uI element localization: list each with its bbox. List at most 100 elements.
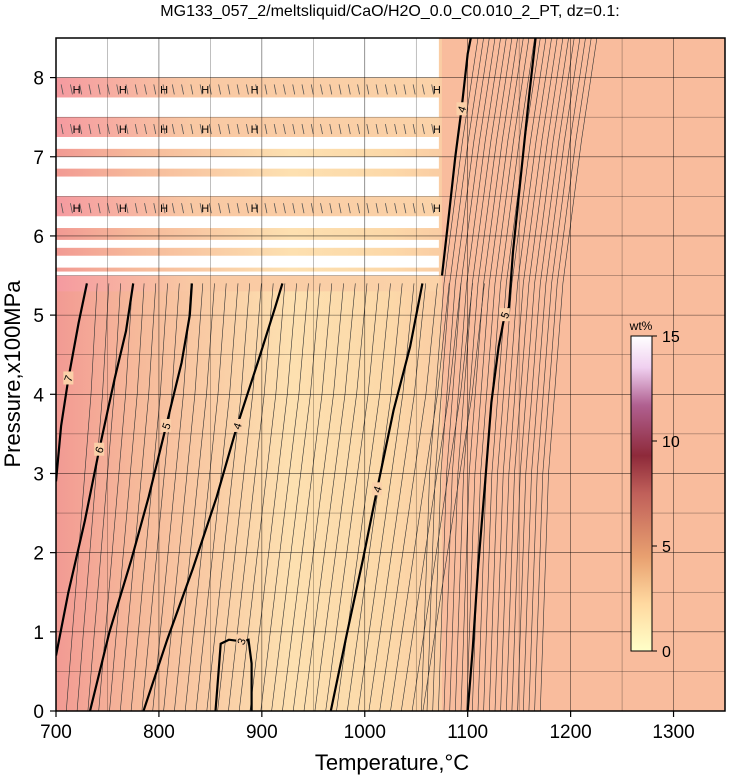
contour-label: 6	[93, 445, 106, 455]
x-tick-label: 1200	[549, 722, 591, 743]
hatch-mark	[181, 203, 184, 214]
hatch-label: H	[201, 84, 209, 96]
contour-label: 5	[160, 421, 173, 431]
hatch-mark	[384, 203, 388, 214]
y-tick-label: 6	[33, 227, 44, 248]
hatch-mark	[292, 203, 296, 214]
hatch-mark	[431, 123, 435, 135]
y-tick-label: 8	[33, 69, 44, 90]
y-tick-label: 3	[33, 464, 44, 485]
hatch-mark	[70, 203, 73, 214]
contour-line	[440, 38, 472, 276]
hatch-mark	[144, 84, 147, 95]
hatch-mark	[255, 123, 259, 135]
hatch-mark	[107, 84, 110, 95]
hatch-mark	[264, 84, 268, 95]
hatch-mark	[97, 203, 101, 214]
high-t-field	[441, 38, 725, 711]
hatch-label: H	[433, 84, 441, 96]
blank-band	[56, 239, 439, 248]
hatch-mark	[310, 123, 314, 135]
colored-band	[56, 196, 439, 217]
blank-band	[56, 255, 439, 268]
hatch-mark	[246, 84, 249, 95]
hatch-mark	[134, 123, 138, 135]
hatch-mark	[199, 84, 203, 95]
hatch-mark	[357, 84, 360, 95]
y-tick-label: 2	[33, 544, 44, 565]
hatch-mark	[283, 123, 286, 135]
hatch-mark	[162, 123, 166, 135]
contour-label: 5	[499, 311, 512, 321]
contour-line	[142, 283, 284, 711]
hatch-mark	[394, 84, 398, 95]
hatch-label: H	[119, 203, 127, 215]
blank-band	[56, 38, 439, 78]
hatch-label: H	[251, 84, 259, 96]
hatch-mark	[255, 84, 259, 95]
hatch-mark	[199, 203, 203, 214]
hatch-mark	[125, 123, 129, 135]
hatch-mark	[347, 84, 351, 95]
hatch-label: H	[251, 203, 259, 215]
hatch-label: H	[119, 124, 127, 136]
hatch-mark	[144, 123, 147, 135]
colorbar-tick-label: 0	[662, 644, 671, 661]
colorbar-tick-label: 5	[662, 539, 671, 556]
hatch-mark	[162, 203, 166, 214]
hatch-mark	[347, 203, 351, 214]
contour-label-bg	[456, 102, 467, 116]
x-tick-label: 800	[143, 722, 175, 743]
plot-frame	[55, 37, 726, 712]
hatch-mark	[199, 123, 203, 135]
hatch-mark	[320, 123, 323, 135]
hatch-mark	[88, 84, 92, 95]
hatch-mark	[412, 123, 416, 135]
hatch-mark	[375, 84, 379, 95]
hatch-mark	[301, 123, 305, 135]
blank-bands	[56, 38, 439, 292]
hatch-mark	[357, 203, 360, 214]
y-tick-label: 7	[33, 148, 44, 169]
hatch-mark	[338, 84, 342, 95]
hatch-mark	[357, 123, 360, 135]
hatch-mark	[97, 84, 101, 95]
hatch-mark	[310, 84, 314, 95]
colorbar-unit: wt%	[629, 319, 653, 333]
blank-band	[56, 176, 439, 197]
colored-band	[56, 117, 439, 137]
hatch-mark	[153, 123, 157, 135]
hatch-mark	[320, 84, 323, 95]
hatch-mark	[60, 123, 64, 135]
hatch-mark	[97, 123, 101, 135]
hatch-mark	[403, 123, 407, 135]
hatch-label: H	[433, 124, 441, 136]
contour-line	[88, 283, 193, 711]
contour-label-bg	[499, 308, 510, 322]
blank-band	[56, 216, 439, 229]
hatch-mark	[218, 203, 222, 214]
hatch-mark	[264, 203, 268, 214]
colorbar-gradient	[630, 335, 653, 652]
hatch-mark	[60, 84, 64, 95]
hatch-mark	[60, 203, 64, 214]
y-tick-label: 0	[33, 702, 44, 723]
hatch-mark	[422, 84, 425, 95]
contour-label-bg	[63, 371, 74, 385]
band-fill	[56, 275, 439, 292]
hatch-mark	[412, 84, 416, 95]
hatch-mark	[144, 203, 147, 214]
hatch-mark	[264, 123, 268, 135]
hatch-mark	[116, 84, 120, 95]
contour-label-bg	[94, 442, 105, 456]
hatch-mark	[116, 203, 120, 214]
hatch-label: H	[160, 203, 168, 215]
hatch-mark	[431, 84, 435, 95]
hatch-mark	[422, 123, 425, 135]
hatch-label: H	[73, 84, 81, 96]
hatch-mark	[171, 84, 175, 95]
x-axis-ticks: 700 800 900 1000 1100 1200 1300	[40, 711, 695, 743]
contour-label: 4	[371, 485, 384, 495]
hatch-mark	[79, 203, 83, 214]
